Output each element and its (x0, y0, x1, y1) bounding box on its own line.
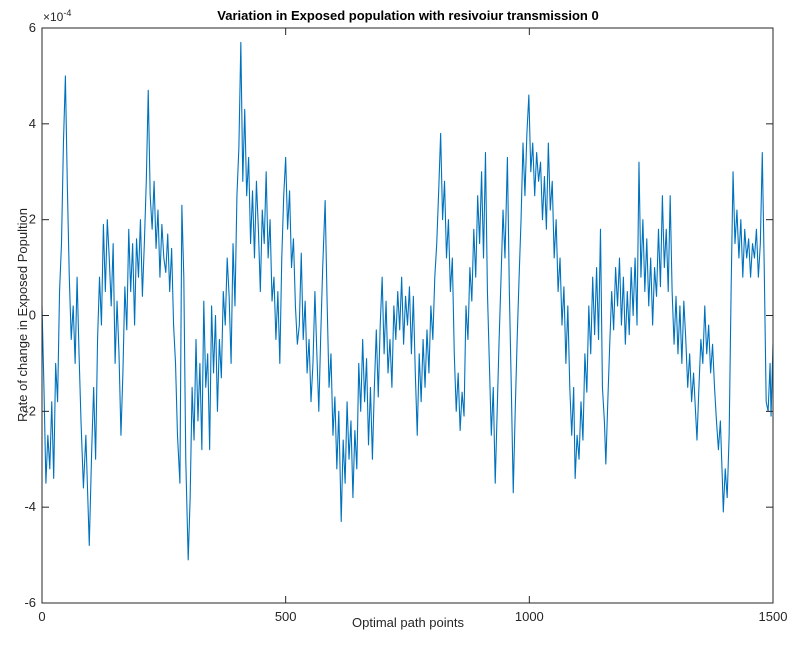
chart-title: Variation in Exposed population with res… (217, 8, 598, 23)
x-tick-label: 1000 (515, 609, 544, 624)
y-multiplier: ×10 (43, 10, 64, 24)
data-line (41, 41, 774, 561)
x-tick-label: 1500 (759, 609, 788, 624)
y-tick-label: 2 (29, 212, 36, 227)
y-tick-label: 4 (29, 116, 36, 131)
y-axis-label: Rate of change in Exposed Popultion (15, 208, 30, 422)
y-exponent-power: -4 (63, 8, 71, 18)
y-exponent: ×10-4 (43, 8, 71, 24)
y-tick-label: -2 (24, 403, 36, 418)
y-tick-label: 6 (29, 20, 36, 35)
y-tick-label: 0 (29, 308, 36, 323)
y-tick-label: -6 (24, 595, 36, 610)
x-tick-label: 500 (275, 609, 297, 624)
x-axis-label: Optimal path points (352, 615, 465, 630)
x-tick-label: 0 (38, 609, 45, 624)
y-tick-label: -4 (24, 499, 36, 514)
